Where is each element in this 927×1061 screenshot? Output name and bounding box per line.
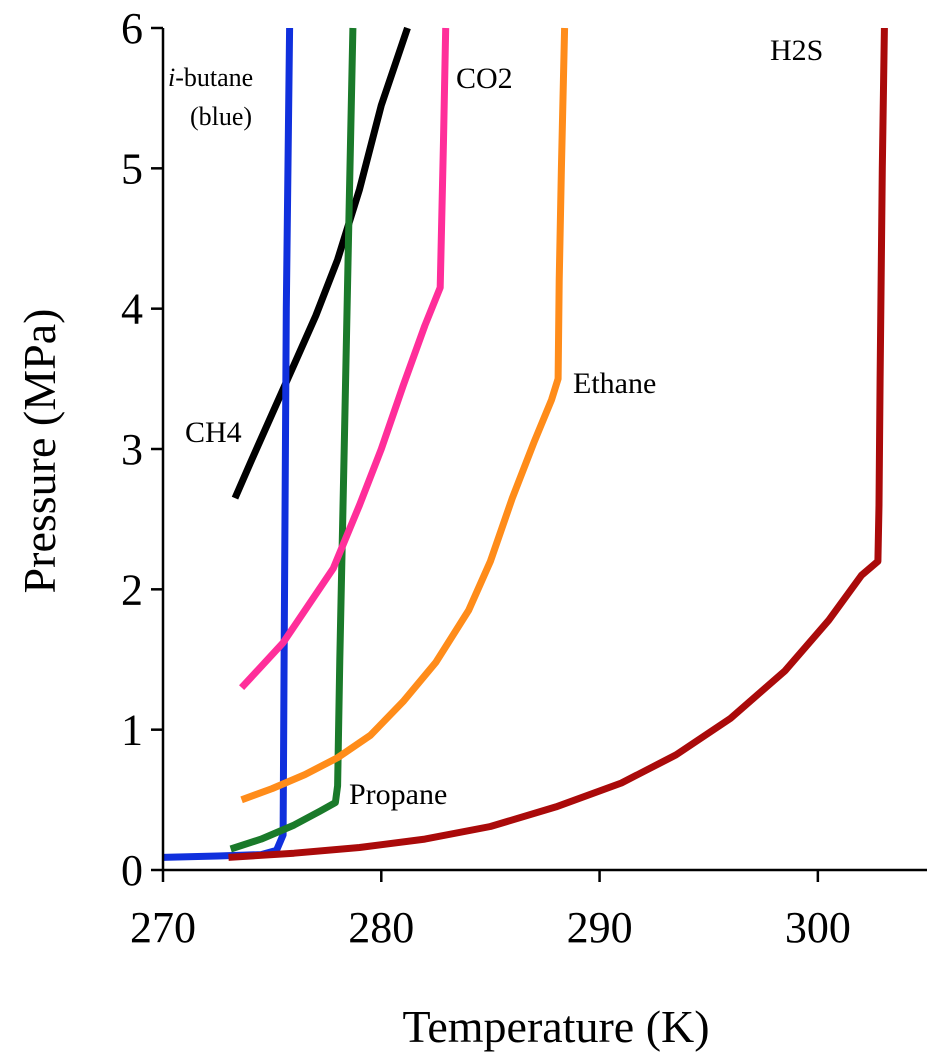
y-tick-label-3: 3 [121, 425, 143, 474]
h2s-label: H2S [770, 34, 823, 67]
ethane-label: Ethane [573, 367, 656, 400]
y-axis-title: Pressure (MPa) [14, 309, 65, 594]
ibutane-label-italic: i [168, 63, 175, 92]
series-line-h2s [228, 27, 888, 861]
ibutane-note: (blue) [190, 102, 252, 131]
series-line-i-butane [162, 27, 294, 861]
y-tick-label-4: 4 [121, 285, 143, 334]
ibutane-label: i-butane [168, 63, 253, 92]
series-line-propane [229, 27, 357, 853]
co2-label: CO2 [456, 62, 513, 95]
y-tick-label-1: 1 [121, 706, 143, 755]
x-tick-label-290: 290 [567, 903, 633, 952]
x-tick-label-270: 270 [130, 903, 196, 952]
series-line-ch4 [231, 26, 411, 500]
y-tick-label-2: 2 [121, 565, 143, 614]
series-line-co2 [239, 27, 450, 690]
y-tick-label-0: 0 [121, 846, 143, 895]
x-ticks: 270 280 290 300 [130, 870, 851, 952]
x-tick-label-300: 300 [785, 903, 851, 952]
y-ticks: 0 1 2 3 4 5 6 [121, 4, 163, 895]
ibutane-label-rest: -butane [175, 63, 253, 92]
y-tick-label-6: 6 [121, 4, 143, 53]
series-line-ethane [240, 27, 569, 804]
series-layer [162, 26, 888, 861]
propane-label: Propane [349, 778, 447, 811]
ch4-label: CH4 [185, 416, 242, 449]
x-tick-label-280: 280 [348, 903, 414, 952]
y-tick-label-5: 5 [121, 144, 143, 193]
x-axis-title: Temperature (K) [402, 1001, 709, 1052]
